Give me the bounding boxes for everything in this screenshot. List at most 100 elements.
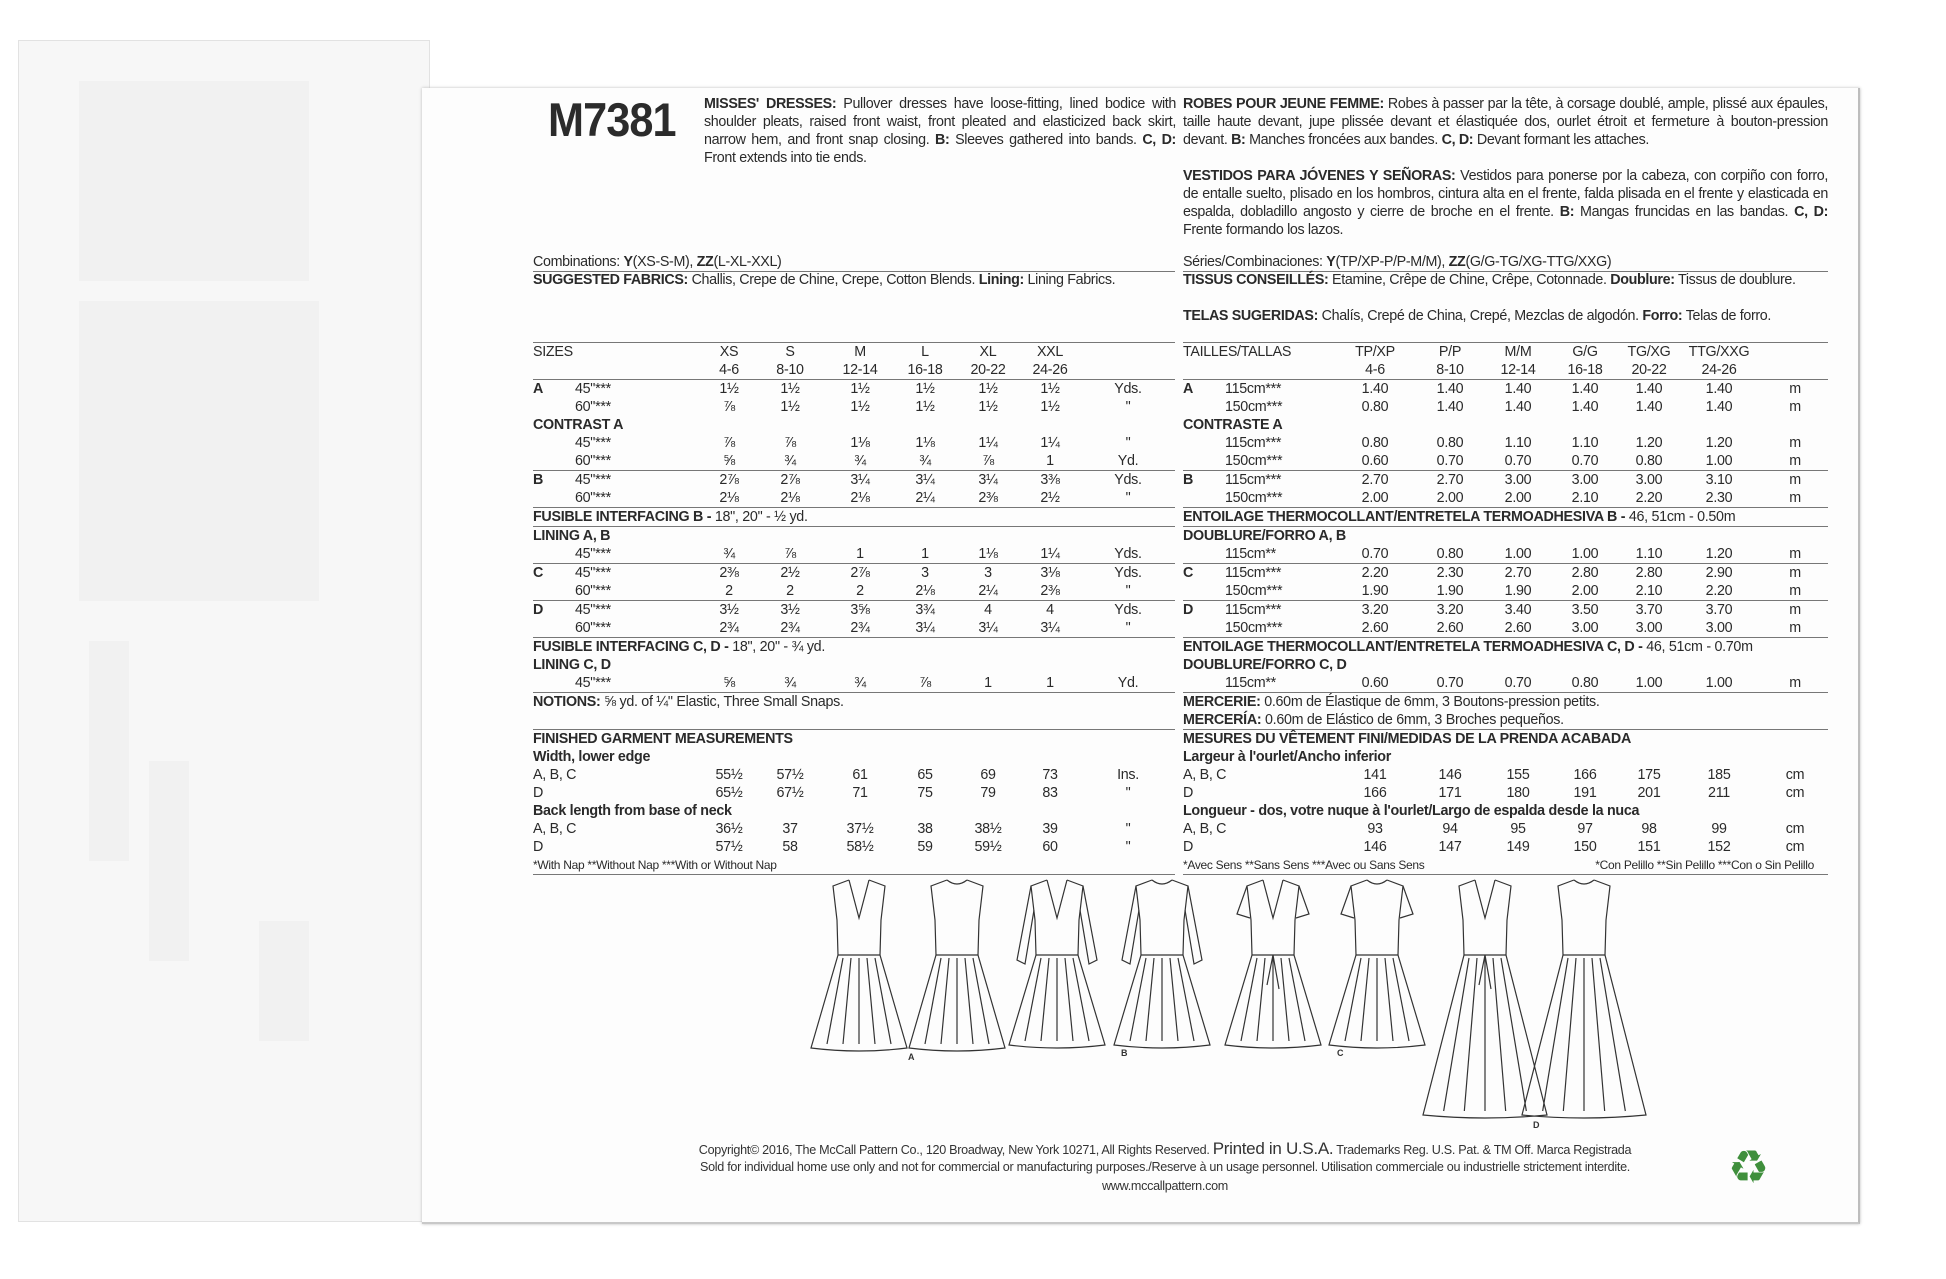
unit: Yds. — [1114, 546, 1142, 562]
table-row: B 115cm*** 2.70 2.70 3.00 3.00 3.00 3.10 m — [1183, 470, 1828, 489]
table-row: LINING A, B — [533, 526, 1175, 545]
unit: m — [1789, 490, 1801, 506]
table-row: ENTOILAGE THERMOCOLLANT/ENTRETELA TERMOA… — [1183, 637, 1828, 656]
amount: 1.40 — [1705, 381, 1733, 397]
section-heading: FUSIBLE INTERFACING B - — [533, 509, 712, 525]
amount: 1¼ — [1040, 435, 1060, 451]
bold-text: SUGGESTED FABRICS: — [533, 272, 688, 288]
bold-text: Lining: — [978, 272, 1025, 288]
table-row: A, B, C 141 146 155 166 175 185 cm — [1183, 766, 1828, 784]
unit: Yds. — [1114, 565, 1142, 581]
skirt-fold — [1443, 957, 1470, 1112]
amount: ¾ — [854, 453, 866, 469]
amount: 57½ — [715, 839, 743, 855]
unit: m — [1789, 546, 1801, 562]
section-heading: Largeur à l'ourlet/Ancho inferior — [1183, 749, 1391, 765]
table-row: D 115cm*** 3.20 3.20 3.40 3.50 3.70 3.70 m — [1183, 600, 1828, 619]
bold-text: B: — [935, 132, 950, 148]
amount: 2.20 — [1705, 583, 1733, 599]
size-range: 24-26 — [1032, 362, 1068, 378]
section-heading: LINING A, B — [533, 528, 611, 544]
amount: 0.80 — [1436, 435, 1464, 451]
table-row: NOTIONS: ⅝ yd. of ¼" Elastic, Three Smal… — [533, 692, 1175, 711]
spanish-description: VESTIDOS PARA JÓVENES Y SEÑORAS: Vestido… — [1183, 167, 1828, 239]
section-heading: ENTOILAGE THERMOCOLLANT/ENTRETELA TERMOA… — [1183, 509, 1626, 525]
fabric-width: 150cm*** — [1225, 620, 1283, 636]
size-name: XS — [719, 344, 739, 360]
amount: 191 — [1573, 785, 1597, 801]
footnote: *With Nap **Without Nap ***With or Witho… — [533, 858, 777, 872]
table-row: D 45"*** 3½ 3½ 3⅝ 3¾ 4 4 Yds. — [533, 600, 1175, 619]
unit: Yd. — [1117, 453, 1139, 469]
english-combinations: Combinations: Y(XS-S-M), ZZ(L-XL-XXL) — [533, 253, 1148, 271]
amount: 150 — [1573, 839, 1597, 855]
skirt-fold — [1599, 957, 1626, 1112]
amount: 3.00 — [1635, 620, 1663, 636]
footnote: *Con Pelillo **Sin Pelillo ***Con o Sin … — [1595, 858, 1814, 872]
view-label: C — [1183, 565, 1194, 581]
amount: 1.40 — [1571, 381, 1599, 397]
unit: " — [1125, 821, 1131, 837]
amount: 175 — [1637, 767, 1661, 783]
amount: 0.70 — [1436, 675, 1464, 691]
unit: m — [1789, 381, 1801, 397]
bold-text: C, D: — [1142, 132, 1176, 148]
neckline — [1046, 879, 1068, 921]
amount: ⅝ — [723, 453, 735, 469]
skirt-fold — [1542, 957, 1569, 1112]
text: (XS-S-M), — [632, 254, 697, 270]
amount: 166 — [1363, 785, 1387, 801]
unit: m — [1789, 583, 1801, 599]
text: Frente formando los lazos. — [1183, 222, 1344, 238]
fabric-width: 45"*** — [575, 602, 611, 618]
table-row: FUSIBLE INTERFACING C, D - 18", 20" - ¾ … — [533, 637, 1175, 656]
amount: 3 — [921, 565, 929, 581]
unit: Yds. — [1114, 472, 1142, 488]
divider — [1183, 271, 1828, 272]
amount: 39 — [1042, 821, 1058, 837]
amount: 1.10 — [1571, 435, 1599, 451]
size-name: G/G — [1572, 344, 1598, 360]
tie-ends — [1266, 954, 1280, 990]
size-header-row: TAILLES/TALLAS TP/XP 4-6 P/P 8-10 M/M 12-14 G/G… — [1183, 342, 1828, 379]
amount: 75 — [917, 785, 933, 801]
amount: 2¾ — [850, 620, 870, 636]
dress-front-outline — [810, 879, 908, 1052]
copyright: Copyright© 2016, The McCall Pattern Co.,… — [698, 1143, 1210, 1157]
neckline — [848, 879, 870, 921]
amount: 1.40 — [1705, 399, 1733, 415]
text: Pullover dresses have loose-fitting, lin… — [704, 96, 1176, 148]
skirt-fold — [1280, 957, 1290, 1042]
fabric-width: 115cm** — [1225, 546, 1276, 562]
amount: 0.60 — [1361, 453, 1389, 469]
view-label: D — [533, 785, 544, 801]
website-link[interactable]: www.mccallpattern.com — [1102, 1179, 1228, 1193]
tie-ends — [1478, 954, 1492, 990]
fabric-width: 115cm*** — [1225, 602, 1282, 618]
amount: 73 — [1042, 767, 1058, 783]
unit: cm — [1785, 767, 1805, 783]
view-label: A — [1183, 381, 1194, 397]
amount: 1.10 — [1635, 546, 1663, 562]
table-row: Width, lower edge — [533, 748, 1175, 766]
view-label: D — [1183, 839, 1194, 855]
text: Manches froncées aux bandes. — [1245, 132, 1442, 148]
table-row: MESURES DU VÊTEMENT FINI/MEDIDAS DE LA P… — [1183, 729, 1828, 748]
text: Vestidos para ponerse por la cabeza, con… — [1183, 168, 1828, 220]
bold-text: TELAS SUGERIDAS: — [1183, 308, 1318, 324]
amount: 2.10 — [1571, 490, 1599, 506]
table-row: 60"*** 2⅛ 2⅛ 2⅛ 2¼ 2⅜ 2½ " — [533, 489, 1175, 507]
amount: 1½ — [780, 381, 800, 397]
amount: 2¾ — [780, 620, 800, 636]
size-range: 8-10 — [1436, 362, 1464, 378]
size-range: 4-6 — [1365, 362, 1385, 378]
telas-sugeridas: TELAS SUGERIDAS: Chalís, Crepé de China,… — [1183, 307, 1828, 325]
amount: 1.00 — [1705, 675, 1733, 691]
table-row: 150cm*** 2.60 2.60 2.60 3.00 3.00 3.00 m — [1183, 619, 1828, 637]
section-heading: FUSIBLE INTERFACING C, D - — [533, 639, 729, 655]
unit: " — [1125, 620, 1131, 636]
table-row: 150cm*** 2.00 2.00 2.00 2.10 2.20 2.30 m — [1183, 489, 1828, 507]
skirt-fold — [1145, 957, 1155, 1042]
amount: 3¾ — [915, 602, 935, 618]
amount: 0.70 — [1504, 675, 1532, 691]
